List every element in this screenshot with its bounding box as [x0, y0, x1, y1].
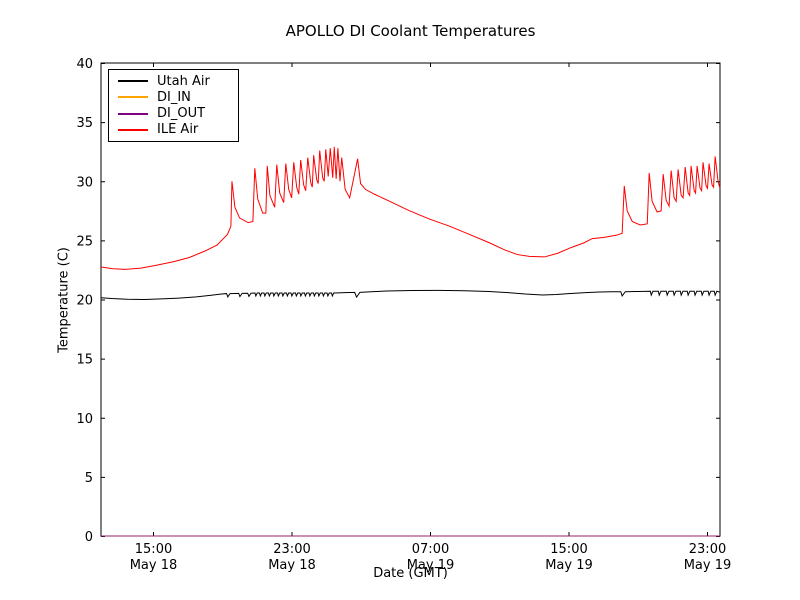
chart-title: APOLLO DI Coolant Temperatures [285, 22, 536, 40]
series-line-ile-air [100, 146, 721, 270]
legend-item-utah-air: Utah Air [109, 73, 238, 89]
y-tick-label: 20 [76, 294, 93, 309]
legend-item-ile-air: ILE Air [109, 122, 238, 138]
legend-item-di-in: DI_IN [109, 89, 238, 105]
di-in-line-swatch [118, 96, 148, 99]
x-tick-label-time: 23:00 [689, 542, 726, 557]
y-tick-label: 15 [76, 353, 93, 368]
y-tick-label: 5 [85, 471, 93, 486]
x-tick-label-date: May 19 [407, 558, 455, 573]
legend: Utah Air DI_IN DI_OUT ILE Air [108, 69, 239, 142]
legend-label: DI_OUT [157, 106, 206, 122]
x-tick-label-date: May 19 [545, 558, 593, 573]
series-line-utah-air [101, 289, 721, 301]
x-tick-label-date: May 18 [268, 558, 316, 573]
y-tick-label: 10 [76, 412, 93, 427]
di-out-line-swatch [118, 112, 148, 115]
y-tick-label: 25 [76, 234, 93, 249]
legend-item-di-out: DI_OUT [109, 106, 238, 122]
x-tick-label-time: 15:00 [550, 542, 587, 557]
legend-label: ILE Air [157, 122, 199, 138]
y-tick-label: 40 [76, 57, 93, 72]
x-tick-label-time: 23:00 [273, 542, 310, 557]
x-tick-label-time: 15:00 [135, 542, 172, 557]
y-tick-label: 30 [76, 175, 93, 190]
x-tick-label-date: May 18 [130, 558, 178, 573]
y-axis-label: Temperature (C) [56, 247, 72, 353]
utah-air-line-swatch [118, 80, 148, 83]
x-tick-label-date: May 19 [684, 558, 732, 573]
y-tick-label: 35 [76, 116, 93, 131]
y-tick-label: 0 [85, 530, 93, 545]
ile-air-line-swatch [118, 128, 148, 131]
x-tick-label-time: 07:00 [412, 542, 449, 557]
legend-label: DI_IN [157, 89, 191, 105]
x-axis-label: Date (GMT) [373, 566, 448, 581]
legend-label: Utah Air [157, 73, 210, 89]
